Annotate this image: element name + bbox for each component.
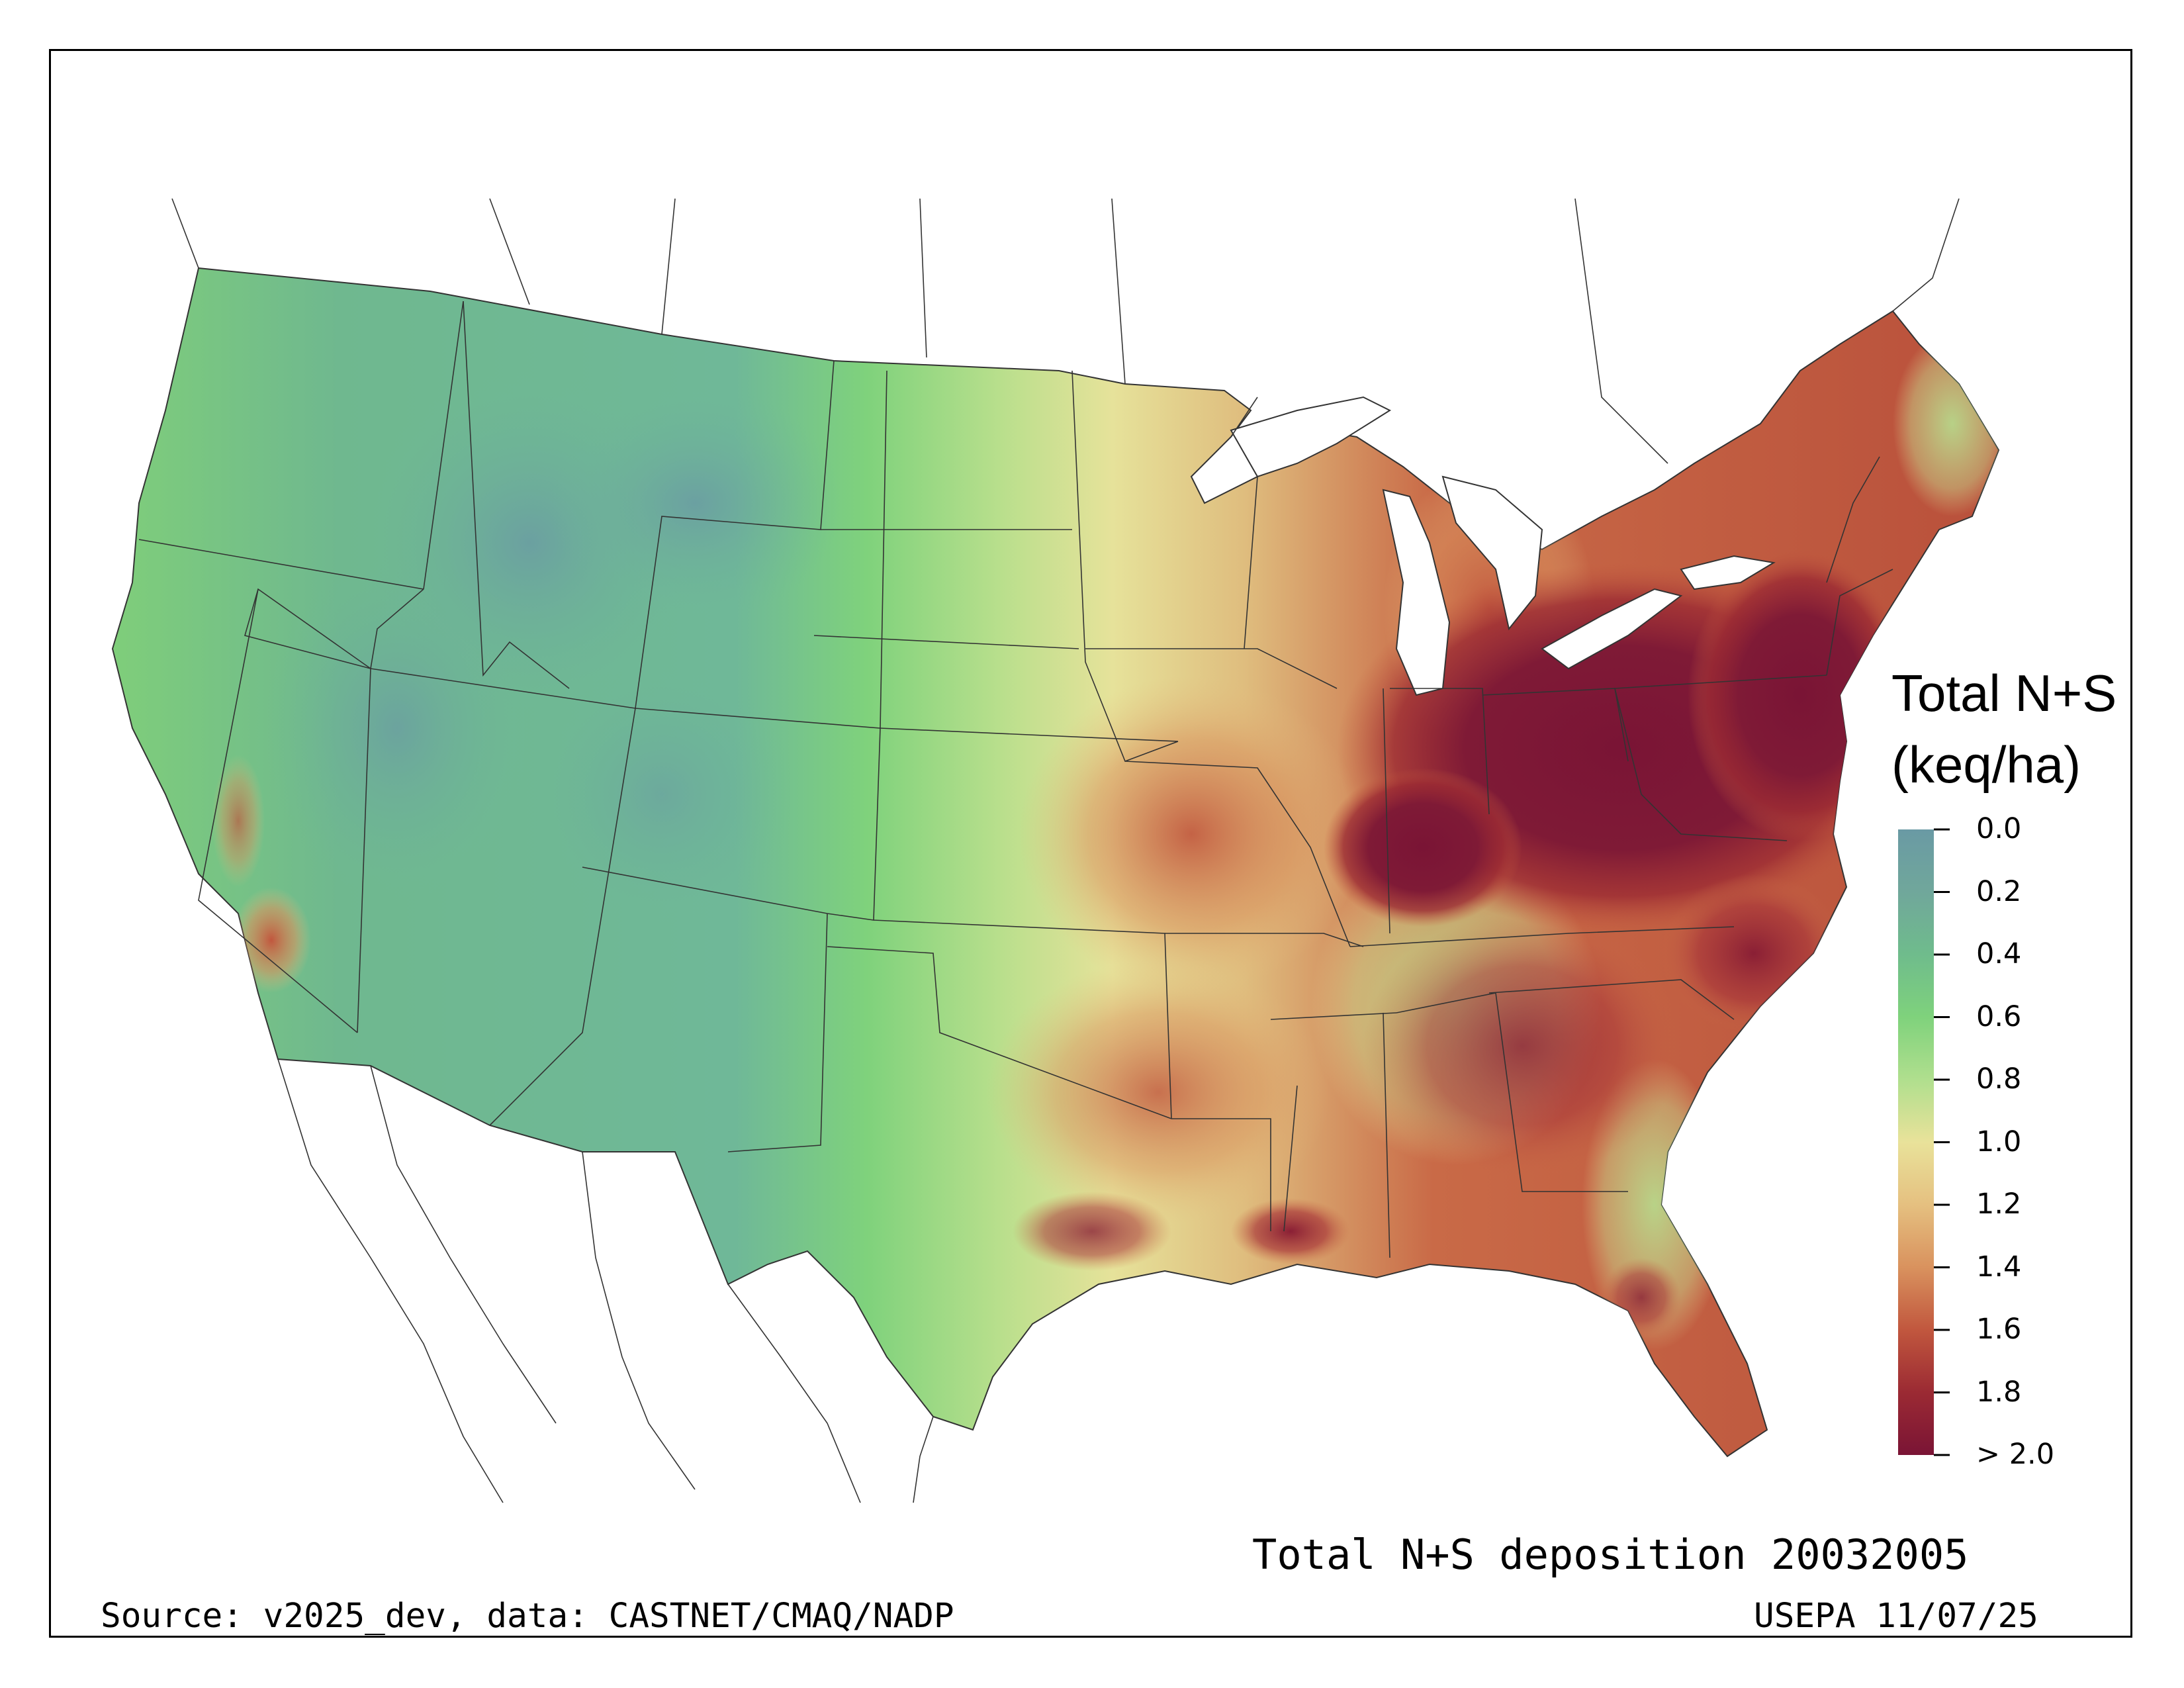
legend-tick-label: 1.8 (1976, 1375, 2022, 1409)
source-text: Source: v2025_dev, data: CASTNET/CMAQ/NA… (101, 1597, 954, 1636)
credit-text: USEPA 11/07/25 (1754, 1597, 2038, 1636)
legend-tick-label: 0.6 (1976, 1000, 2022, 1033)
legend-tick-label: 1.2 (1976, 1188, 2022, 1221)
legend-tick-label: > 2.0 (1976, 1438, 2055, 1471)
legend-tick-label: 1.6 (1976, 1313, 2022, 1346)
legend-tick-label: 0.2 (1976, 874, 2022, 908)
legend-tick-label: 1.4 (1976, 1250, 2022, 1284)
map-frame (49, 49, 2132, 1638)
map-title: Total N+S deposition 20032005 (1252, 1530, 1969, 1579)
deposition-field (212, 331, 1999, 1350)
legend-colorbar (1898, 829, 1934, 1455)
country-borders (171, 198, 1960, 1503)
legend-tick-label: 1.0 (1976, 1125, 2022, 1158)
state-boundaries (138, 301, 1893, 1258)
legend-ticks (1934, 828, 1950, 1456)
great-lakes (1230, 396, 1776, 696)
legend-tick-label: 0.4 (1976, 937, 2022, 970)
legend-units: (keq/ha) (1891, 735, 2081, 794)
legend-title: Total N+S (1891, 664, 2117, 722)
legend-tick-label: 0.8 (1976, 1062, 2022, 1096)
legend-tick-label: 0.0 (1976, 812, 2022, 845)
